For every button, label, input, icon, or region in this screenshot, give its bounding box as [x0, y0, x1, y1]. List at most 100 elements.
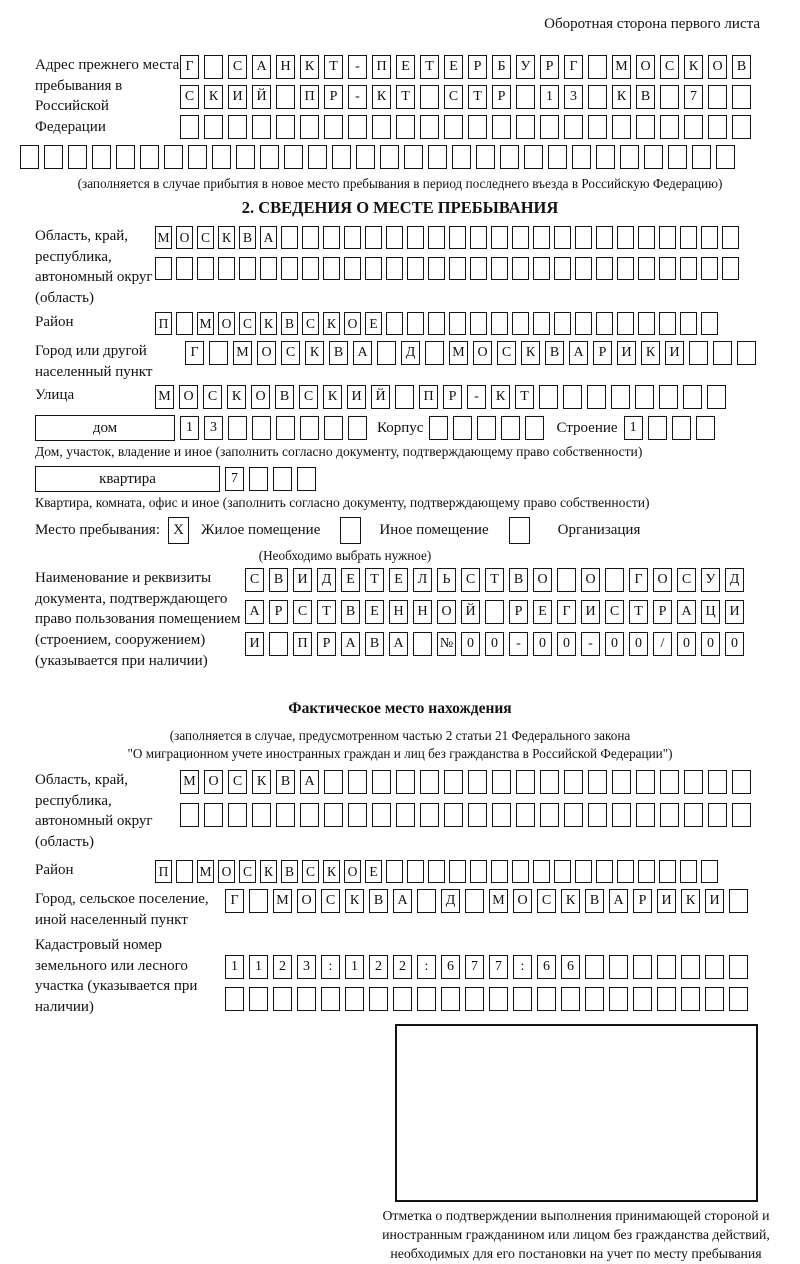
char-box[interactable]: В: [329, 341, 348, 365]
char-box[interactable]: 0: [605, 632, 624, 656]
char-box[interactable]: [638, 312, 655, 335]
char-box[interactable]: Г: [225, 889, 244, 913]
char-box[interactable]: [512, 860, 529, 883]
char-box[interactable]: [525, 416, 545, 440]
char-box[interactable]: [407, 226, 424, 249]
char-box[interactable]: [588, 803, 607, 827]
char-box[interactable]: Л: [413, 568, 432, 592]
char-box[interactable]: М: [197, 312, 214, 335]
char-box[interactable]: [470, 257, 487, 280]
char-box[interactable]: И: [245, 632, 264, 656]
char-box[interactable]: О: [251, 385, 270, 409]
char-box[interactable]: М: [273, 889, 292, 913]
char-box[interactable]: [476, 145, 495, 169]
char-box[interactable]: К: [684, 55, 703, 79]
char-box[interactable]: [635, 385, 654, 409]
char-box[interactable]: К: [260, 312, 277, 335]
char-box[interactable]: [404, 145, 423, 169]
char-box[interactable]: М: [155, 385, 174, 409]
char-box[interactable]: Т: [365, 568, 384, 592]
char-box[interactable]: [659, 385, 678, 409]
char-box[interactable]: [533, 312, 550, 335]
char-box[interactable]: К: [323, 860, 340, 883]
char-box[interactable]: [512, 257, 529, 280]
char-box[interactable]: С: [660, 55, 679, 79]
char-box[interactable]: 6: [561, 955, 580, 979]
char-box[interactable]: В: [341, 600, 360, 624]
char-box[interactable]: Ц: [701, 600, 720, 624]
char-box[interactable]: 2: [369, 955, 388, 979]
char-box[interactable]: [647, 416, 667, 440]
char-box[interactable]: [407, 860, 424, 883]
char-box[interactable]: Т: [468, 85, 487, 109]
char-box[interactable]: [116, 145, 135, 169]
char-box[interactable]: [300, 416, 319, 440]
char-box[interactable]: [708, 115, 727, 139]
char-box[interactable]: В: [509, 568, 528, 592]
char-box[interactable]: [609, 987, 628, 1011]
char-box[interactable]: [701, 257, 718, 280]
char-box[interactable]: Р: [269, 600, 288, 624]
char-box[interactable]: П: [155, 860, 172, 883]
char-box[interactable]: К: [612, 85, 631, 109]
char-box[interactable]: [441, 987, 460, 1011]
char-box[interactable]: [680, 312, 697, 335]
char-box[interactable]: Т: [629, 600, 648, 624]
char-box[interactable]: -: [581, 632, 600, 656]
char-box[interactable]: [324, 770, 343, 794]
char-box[interactable]: [492, 803, 511, 827]
char-box[interactable]: Т: [420, 55, 439, 79]
char-box[interactable]: [491, 226, 508, 249]
char-box[interactable]: Й: [461, 600, 480, 624]
char-box[interactable]: К: [323, 312, 340, 335]
char-box[interactable]: [680, 860, 697, 883]
char-box[interactable]: [260, 145, 279, 169]
char-box[interactable]: И: [581, 600, 600, 624]
char-box[interactable]: [671, 416, 691, 440]
char-box[interactable]: [453, 416, 473, 440]
char-box[interactable]: [452, 145, 471, 169]
char-box[interactable]: [684, 115, 703, 139]
apartment-type-box[interactable]: квартира: [35, 466, 220, 492]
char-box[interactable]: [413, 632, 432, 656]
char-box[interactable]: [713, 341, 732, 365]
char-box[interactable]: Т: [324, 55, 343, 79]
char-box[interactable]: К: [218, 226, 235, 249]
char-box[interactable]: О: [204, 770, 223, 794]
char-box[interactable]: К: [521, 341, 540, 365]
char-box[interactable]: [516, 770, 535, 794]
char-box[interactable]: Е: [365, 860, 382, 883]
char-box[interactable]: 0: [629, 632, 648, 656]
char-box[interactable]: [252, 115, 271, 139]
char-box[interactable]: [659, 257, 676, 280]
char-box[interactable]: [428, 145, 447, 169]
char-box[interactable]: [180, 803, 199, 827]
char-box[interactable]: [344, 226, 361, 249]
char-box[interactable]: К: [561, 889, 580, 913]
char-box[interactable]: С: [239, 860, 256, 883]
char-box[interactable]: [660, 803, 679, 827]
char-box[interactable]: С: [497, 341, 516, 365]
char-box[interactable]: [680, 226, 697, 249]
char-box[interactable]: 7: [225, 467, 244, 491]
char-box[interactable]: И: [705, 889, 724, 913]
char-box[interactable]: [732, 770, 751, 794]
char-box[interactable]: Т: [396, 85, 415, 109]
char-box[interactable]: [260, 257, 277, 280]
char-box[interactable]: [365, 257, 382, 280]
char-box[interactable]: [554, 860, 571, 883]
char-box[interactable]: [465, 889, 484, 913]
char-box[interactable]: [729, 987, 748, 1011]
char-box[interactable]: [692, 145, 711, 169]
char-box[interactable]: 7: [489, 955, 508, 979]
char-box[interactable]: [420, 115, 439, 139]
char-box[interactable]: Т: [515, 385, 534, 409]
char-box[interactable]: [638, 226, 655, 249]
char-box[interactable]: [554, 312, 571, 335]
char-box[interactable]: [276, 416, 295, 440]
char-box[interactable]: Р: [443, 385, 462, 409]
char-box[interactable]: 3: [297, 955, 316, 979]
char-box[interactable]: [393, 987, 412, 1011]
char-box[interactable]: 0: [557, 632, 576, 656]
char-box[interactable]: С: [302, 312, 319, 335]
